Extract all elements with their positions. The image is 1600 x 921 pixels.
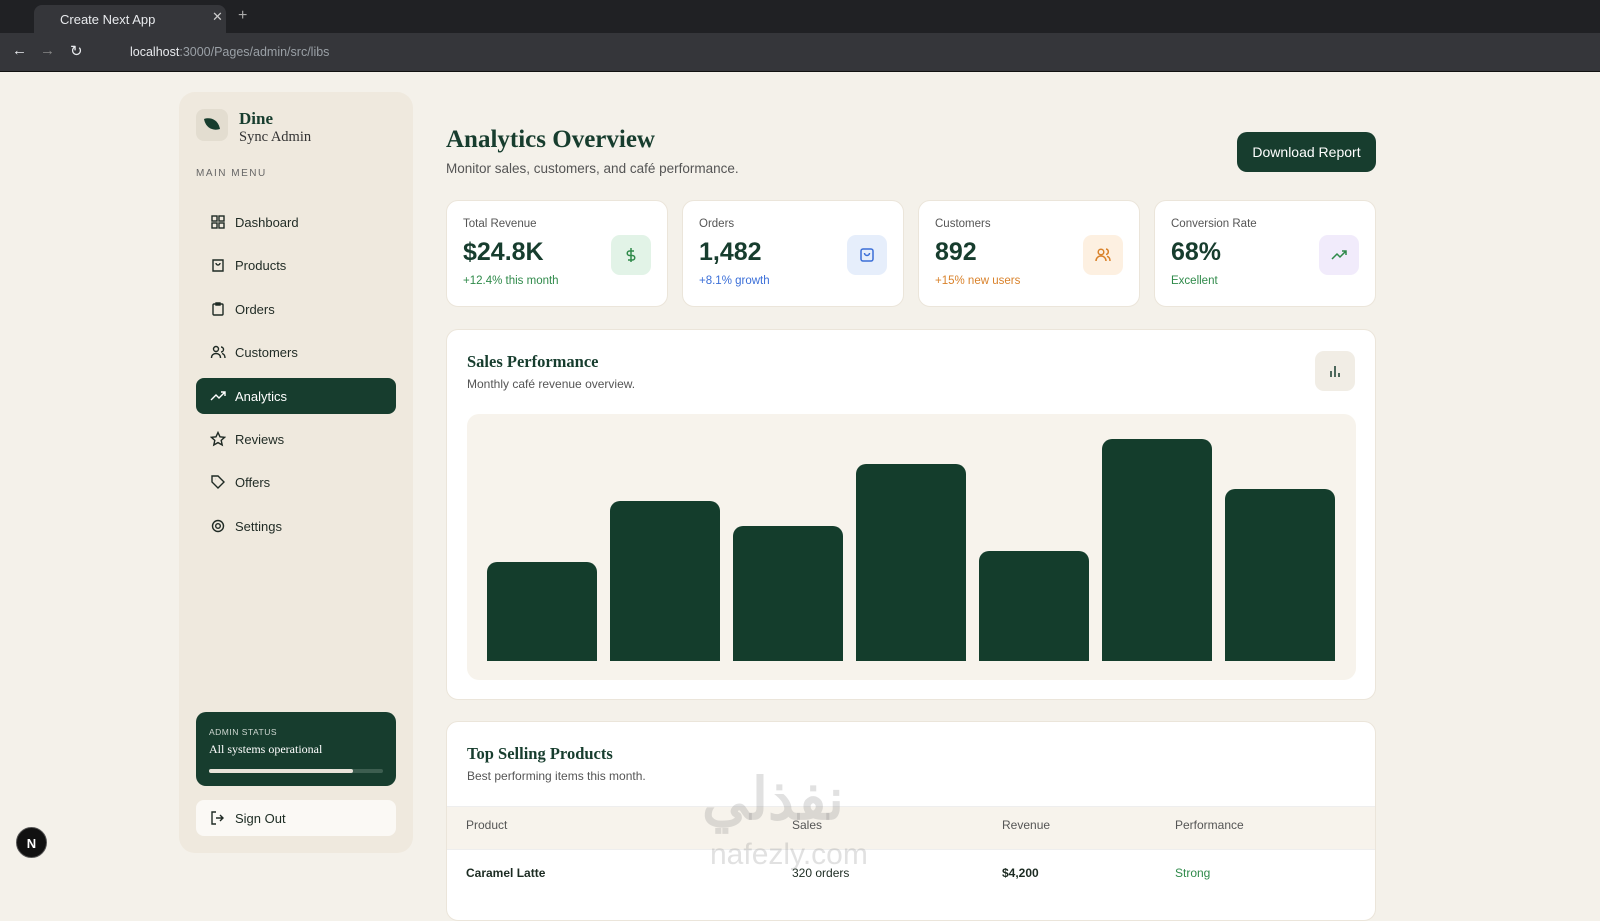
brand-sub: Sync Admin [239, 129, 312, 145]
menu-item[interactable]: Reviews [196, 421, 396, 457]
table-cell: Caramel Latte [466, 866, 546, 880]
stat-note: +8.1% growth [699, 275, 770, 287]
url-host: localhost [130, 45, 180, 59]
tab-close[interactable]: ✕ [212, 9, 223, 24]
forward[interactable]: → [40, 42, 55, 59]
download-button[interactable]: Download Report [1237, 132, 1376, 172]
menu-item[interactable]: Settings [196, 508, 396, 544]
stat-card: Conversion Rate 68% Excellent [1154, 200, 1376, 307]
bar [733, 525, 843, 661]
stat-icon [847, 235, 887, 275]
status-fill [209, 769, 354, 773]
menu-text: Analytics [235, 388, 288, 404]
address-bar: ← → ↻ localhost:3000/Pages/admin/src/lib… [0, 33, 1600, 72]
new-tab[interactable]: + [238, 7, 248, 24]
chart-subtitle: Monthly café revenue overview. [467, 377, 636, 391]
stat-note: +15% new users [935, 275, 1021, 287]
menu-text: Customers [235, 345, 298, 361]
page-subtitle: Monitor sales, customers, and café perfo… [446, 161, 739, 176]
table-cell: $4,200 [1002, 866, 1039, 880]
status-label: ADMIN STATUS [209, 727, 278, 737]
bar [610, 501, 720, 661]
sales-card: Sales Performance Monthly café revenue o… [446, 329, 1376, 700]
table-header [447, 806, 1375, 850]
bar [856, 463, 966, 661]
stat-value: 1,482 [699, 238, 762, 266]
menu-text: Dashboard [235, 215, 299, 230]
url-path: :3000/Pages/admin/src/libs [179, 45, 330, 59]
logo [196, 109, 228, 141]
table-subtitle: Best performing items this month. [467, 769, 646, 783]
menu-item[interactable]: Dashboard [196, 204, 396, 240]
stat-note: +12.4% this month [463, 275, 559, 287]
table-title: Top Selling Products [467, 744, 613, 763]
menu-item[interactable]: Orders [196, 291, 396, 327]
table-cell: Strong [1175, 866, 1211, 880]
sign-out[interactable]: Sign Out [196, 800, 396, 836]
stat-label: Total Revenue [463, 218, 537, 230]
chart-title: Sales Performance [467, 352, 599, 371]
stat-label: Conversion Rate [1171, 218, 1257, 230]
next-badge[interactable]: N [16, 827, 47, 858]
bar [1225, 489, 1335, 661]
menu-item[interactable]: Offers [196, 464, 396, 500]
url[interactable]: localhost:3000/Pages/admin/src/libs [130, 45, 329, 59]
column-header: Revenue [1002, 818, 1051, 832]
stat-card: Total Revenue $24.8K +12.4% this month [446, 200, 668, 307]
stat-icon [611, 235, 651, 275]
menu-item[interactable]: Products [196, 247, 396, 283]
column-header: Performance [1175, 818, 1244, 832]
brand: Dine [239, 109, 273, 128]
status-track [209, 769, 383, 773]
tab[interactable]: Create Next App [34, 5, 226, 33]
stat-label: Customers [935, 218, 991, 230]
stat-card: Orders 1,482 +8.1% growth [682, 200, 904, 307]
tab-bar: Create Next App ✕ + [0, 0, 1600, 33]
stat-note: Excellent [1171, 275, 1218, 287]
menu-text: Settings [235, 518, 282, 534]
menu-text: Orders [235, 301, 275, 317]
watermark-arabic: نفذلي [702, 767, 844, 832]
menu-label: MAIN MENU [196, 168, 267, 179]
chart-icon[interactable] [1315, 351, 1355, 391]
sidebar: Dine Sync Admin MAIN MENU ADMIN STATUS A… [179, 92, 413, 853]
bar [979, 551, 1089, 661]
bar [1102, 439, 1212, 661]
sign-out-text: Sign Out [235, 811, 286, 826]
menu-item[interactable]: Analytics [196, 377, 396, 414]
menu-text: Products [235, 258, 287, 274]
watermark-latin: nafezly.com [710, 838, 868, 871]
bar [487, 562, 597, 661]
stat-icon [1083, 235, 1123, 275]
stat-value: $24.8K [463, 238, 544, 266]
stat-value: 68% [1171, 238, 1222, 266]
reload[interactable]: ↻ [70, 43, 83, 60]
back[interactable]: ← [12, 42, 27, 59]
column-header: Sales [792, 818, 823, 832]
stat-value: 892 [935, 238, 977, 266]
menu-text: Offers [235, 475, 271, 491]
stat-card: Customers 892 +15% new users [918, 200, 1140, 307]
menu-text: Reviews [235, 432, 285, 447]
stat-icon [1319, 235, 1359, 275]
admin-status: ADMIN STATUS All systems operational [196, 712, 396, 786]
page-title: Analytics Overview [446, 126, 655, 153]
column-header: Product [466, 818, 508, 832]
status-text: All systems operational [209, 742, 323, 756]
menu-item[interactable]: Customers [196, 334, 396, 370]
stat-label: Orders [699, 218, 735, 230]
plot-area [467, 414, 1356, 680]
